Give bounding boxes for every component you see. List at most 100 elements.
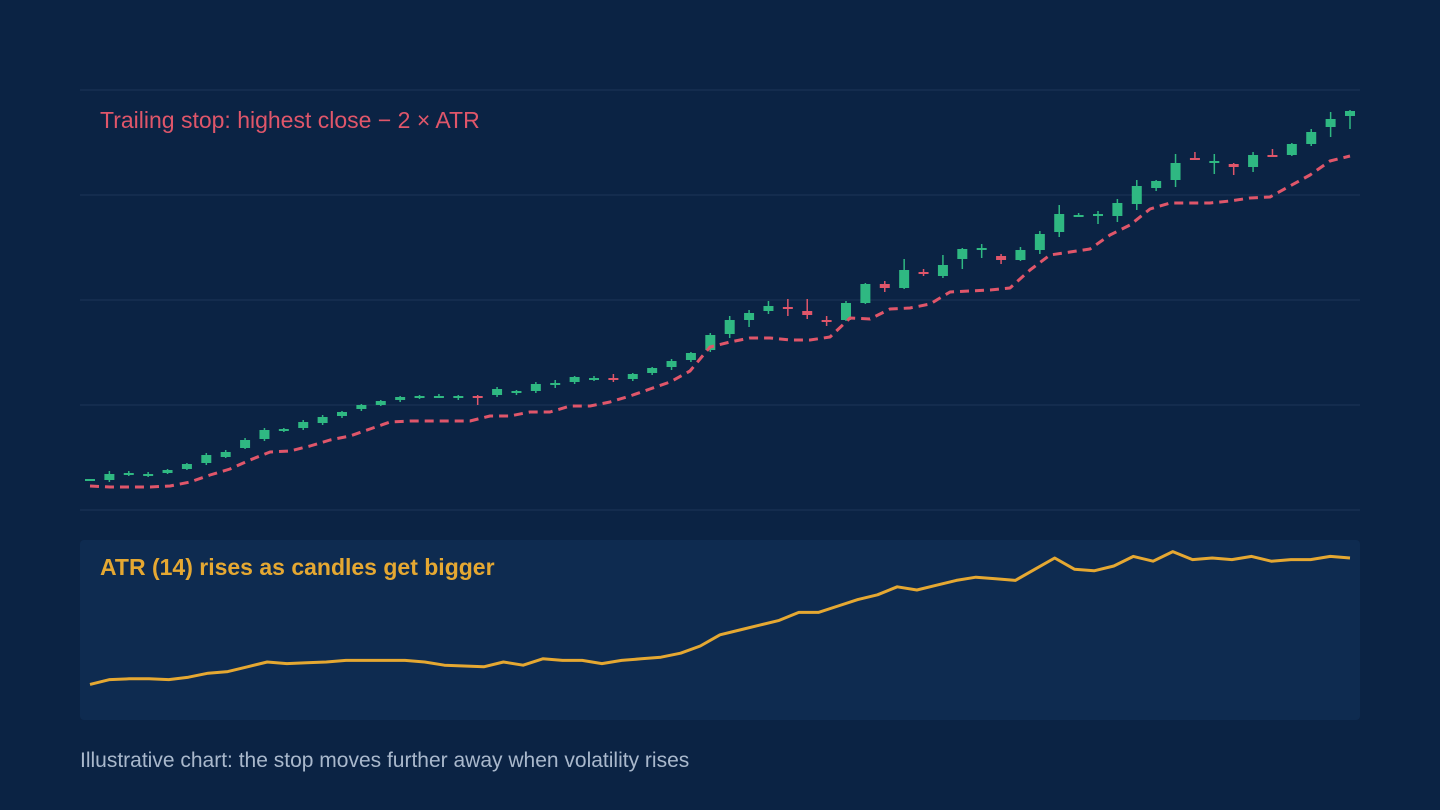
candle-body <box>317 417 328 423</box>
candle <box>1131 180 1142 210</box>
candle-body <box>530 384 541 391</box>
candle-body <box>1170 163 1181 180</box>
candle-body <box>511 391 522 393</box>
atr-chart <box>89 550 1351 686</box>
candle <box>1248 152 1259 172</box>
atr-panel: ATR (14) rises as candles get bigger <box>80 540 1360 720</box>
candle-body <box>724 320 735 334</box>
candle <box>744 310 755 327</box>
candle <box>181 463 192 470</box>
candle-body <box>201 455 212 463</box>
candle-body <box>860 284 871 303</box>
candle-body <box>298 422 309 428</box>
candle-body <box>220 452 231 457</box>
candle <box>162 469 173 474</box>
candle-body <box>1112 203 1123 216</box>
candle-body <box>453 396 464 398</box>
candle-body <box>259 430 270 439</box>
candle-body <box>1054 214 1065 232</box>
candle-body <box>957 249 968 259</box>
chart-caption: Illustrative chart: the stop moves furth… <box>80 749 690 772</box>
candle-body <box>375 401 386 405</box>
candle <box>1345 110 1355 129</box>
candle-body <box>918 272 929 274</box>
candle-body <box>627 374 638 379</box>
candle <box>1170 154 1181 187</box>
candle-body <box>763 306 774 311</box>
candle-body <box>1151 181 1162 188</box>
candle <box>1015 247 1026 261</box>
candle-body <box>240 440 251 448</box>
candle-body <box>996 256 1007 260</box>
candle-body <box>550 383 561 385</box>
candle <box>259 428 270 441</box>
candle <box>899 259 910 289</box>
candle <box>1306 129 1317 146</box>
candle <box>472 395 483 405</box>
candle <box>647 367 658 375</box>
candle-body <box>1189 158 1200 160</box>
candle-body <box>744 313 755 320</box>
candle-body <box>937 265 948 276</box>
candle-body <box>472 396 483 398</box>
candle-body <box>569 377 580 382</box>
candle-body <box>1131 186 1142 204</box>
candle <box>201 453 212 465</box>
candle-body <box>1093 214 1103 216</box>
candle <box>530 382 541 393</box>
candle <box>123 471 134 476</box>
candle-body <box>899 270 910 288</box>
price-chart <box>80 89 1360 511</box>
candlesticks <box>85 110 1355 482</box>
candle <box>1228 163 1239 175</box>
candle <box>1112 199 1123 222</box>
candle <box>85 479 95 481</box>
candle <box>996 254 1007 264</box>
candle <box>453 395 464 400</box>
candle <box>821 316 832 326</box>
candle <box>1267 149 1278 157</box>
candle-body <box>1034 234 1045 250</box>
candle <box>550 380 561 388</box>
candle <box>511 390 522 395</box>
price-gridlines <box>80 89 1360 511</box>
trailing-stop-line <box>89 154 1351 489</box>
candle <box>860 283 871 304</box>
candle <box>666 359 677 370</box>
candle-body <box>976 248 987 250</box>
candle-body <box>433 396 444 398</box>
candle-body <box>85 479 95 481</box>
candle <box>278 428 289 432</box>
candle <box>802 299 813 319</box>
candle <box>143 472 154 477</box>
candle <box>1093 211 1103 224</box>
candle <box>782 299 793 316</box>
candle <box>1034 231 1045 254</box>
candle <box>589 376 599 381</box>
atr-line <box>89 550 1351 686</box>
candle-body <box>123 473 134 475</box>
candle <box>937 255 948 278</box>
candle-body <box>879 284 890 288</box>
candle-body <box>666 361 677 367</box>
candle-body <box>1286 144 1297 155</box>
candle-body <box>1073 215 1084 217</box>
candle <box>492 387 503 397</box>
candle-body <box>705 335 716 350</box>
candle-body <box>278 429 289 431</box>
candle <box>1054 205 1065 237</box>
candle <box>608 374 619 382</box>
candle-body <box>143 474 154 476</box>
candle-body <box>1306 132 1317 144</box>
candle-body <box>1325 119 1336 127</box>
trailing-stop-line <box>89 154 1351 489</box>
candle <box>763 301 774 314</box>
candle-body <box>841 303 851 320</box>
candle <box>1325 112 1336 137</box>
candle-body <box>1015 250 1026 260</box>
atr-label: ATR (14) rises as candles get bigger <box>100 554 495 580</box>
candle <box>918 269 929 276</box>
candle-body <box>821 320 832 322</box>
candle-body <box>414 396 425 398</box>
candle-body <box>589 378 599 380</box>
